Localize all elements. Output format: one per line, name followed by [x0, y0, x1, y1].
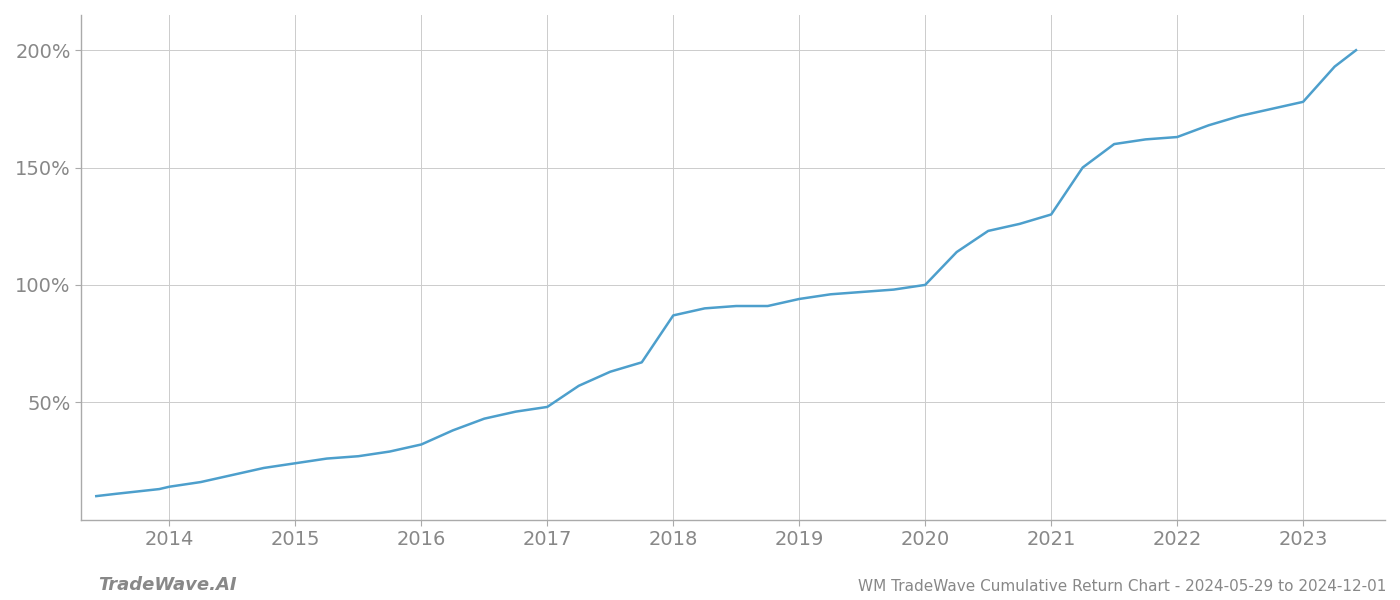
Text: WM TradeWave Cumulative Return Chart - 2024-05-29 to 2024-12-01: WM TradeWave Cumulative Return Chart - 2…: [858, 579, 1386, 594]
Text: TradeWave.AI: TradeWave.AI: [98, 576, 237, 594]
